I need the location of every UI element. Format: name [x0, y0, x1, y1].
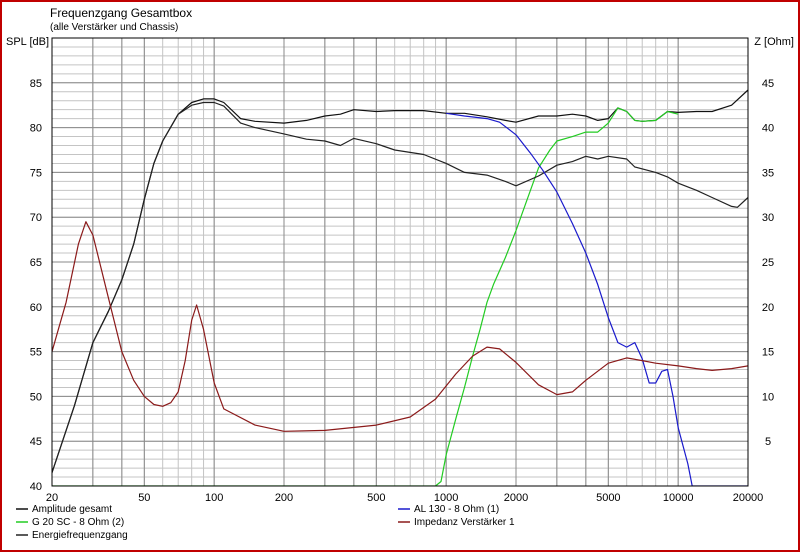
x-tick-label: 100 [205, 492, 223, 504]
chart-title: Frequenzgang Gesamtbox [50, 6, 192, 20]
y-right-axis-label: Z [Ohm] [754, 36, 794, 48]
series-line-3 [52, 101, 748, 473]
y-left-tick-label: 55 [30, 347, 42, 359]
legend-label: G 20 SC - 8 Ohm (2) [32, 517, 124, 528]
y-left-tick-label: 75 [30, 167, 42, 179]
plot-border [51, 37, 749, 487]
legend-label: Energiefrequenzgang [32, 530, 128, 541]
x-tick-label: 20 [46, 492, 58, 504]
series-line-4 [446, 112, 748, 486]
x-tick-label: 500 [367, 492, 385, 504]
y-right-axis-ticks: 5 10 15 20 25 30 35 40 45 [762, 78, 774, 448]
x-tick-label: 10000 [663, 492, 694, 504]
y-left-tick-label: 70 [30, 212, 42, 224]
y-right-tick-label: 40 [762, 123, 774, 135]
legend-label: Amplitude gesamt [32, 504, 112, 515]
y-left-axis-ticks: 40 45 50 55 60 65 70 75 80 85 [30, 78, 42, 493]
series-line-5 [52, 221, 748, 432]
y-right-tick-label: 20 [762, 302, 774, 314]
y-left-tick-label: 60 [30, 302, 42, 314]
legend-label: Impedanz Verstärker 1 [414, 517, 515, 528]
series-line-2 [52, 107, 679, 486]
x-tick-label: 5000 [596, 492, 620, 504]
x-axis-ticks: 20 50 100 200 500 1000 2000 5000 10000 20000 [46, 492, 763, 504]
y-right-tick-label: 45 [762, 78, 774, 90]
x-tick-label: 2000 [504, 492, 528, 504]
y-right-tick-label: 15 [762, 347, 774, 359]
series-layer [52, 89, 748, 486]
y-left-axis-label: SPL [dB] [6, 36, 49, 48]
y-left-tick-label: 85 [30, 78, 42, 90]
x-tick-label: 20000 [733, 492, 764, 504]
y-right-tick-label: 35 [762, 167, 774, 179]
legend-label: AL 130 - 8 Ohm (1) [414, 504, 499, 515]
y-right-tick-label: 10 [762, 391, 774, 403]
y-left-tick-label: 50 [30, 391, 42, 403]
legend: Amplitude gesamt G 20 SC - 8 Ohm (2) Energ… [16, 504, 515, 541]
y-left-tick-label: 80 [30, 123, 42, 135]
x-tick-label: 50 [138, 492, 150, 504]
y-right-tick-label: 30 [762, 212, 774, 224]
y-left-tick-label: 45 [30, 436, 42, 448]
y-right-tick-label: 25 [762, 257, 774, 269]
x-tick-label: 200 [275, 492, 293, 504]
chart-subtitle: (alle Verstärker und Chassis) [50, 22, 178, 33]
x-tick-label: 1000 [434, 492, 458, 504]
y-right-tick-label: 5 [765, 436, 771, 448]
y-left-tick-label: 65 [30, 257, 42, 269]
y-left-tick-label: 40 [30, 481, 42, 493]
